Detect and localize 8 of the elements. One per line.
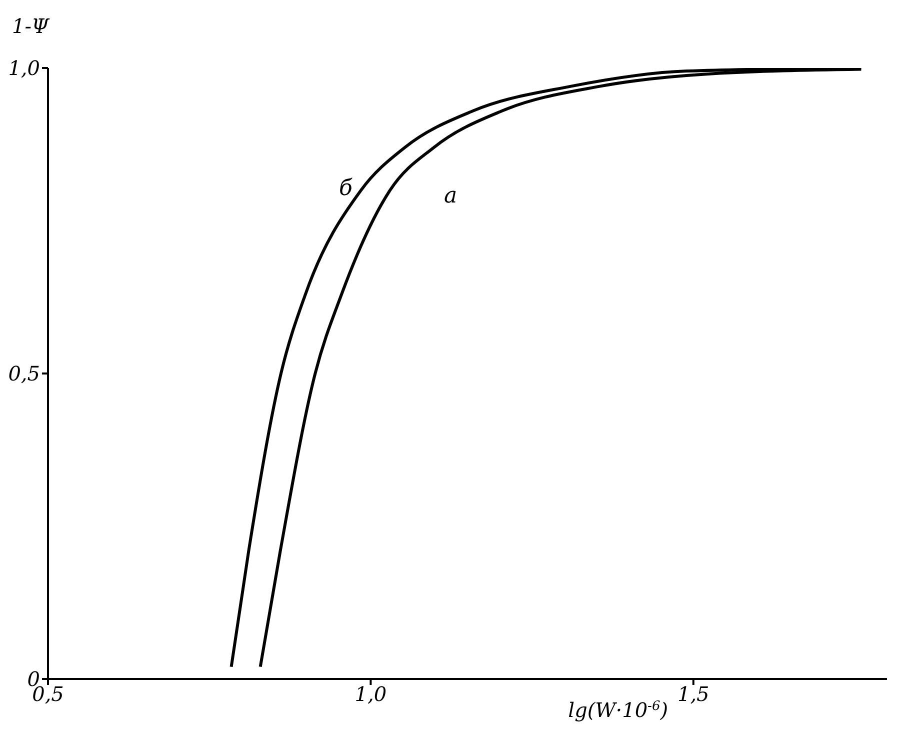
x-tick-label: 1,5 xyxy=(677,682,710,706)
y-tick-label: 0,5 xyxy=(8,362,40,386)
series-label: б xyxy=(339,176,354,202)
x-tick-label: 1,0 xyxy=(354,682,387,706)
y-axis-title: 1-Ψ xyxy=(12,14,50,38)
series-label: а xyxy=(444,183,458,208)
x-axis-title: lg(W·10$^{-6}$) xyxy=(568,698,668,722)
y-tick-label: 1,0 xyxy=(8,56,40,80)
